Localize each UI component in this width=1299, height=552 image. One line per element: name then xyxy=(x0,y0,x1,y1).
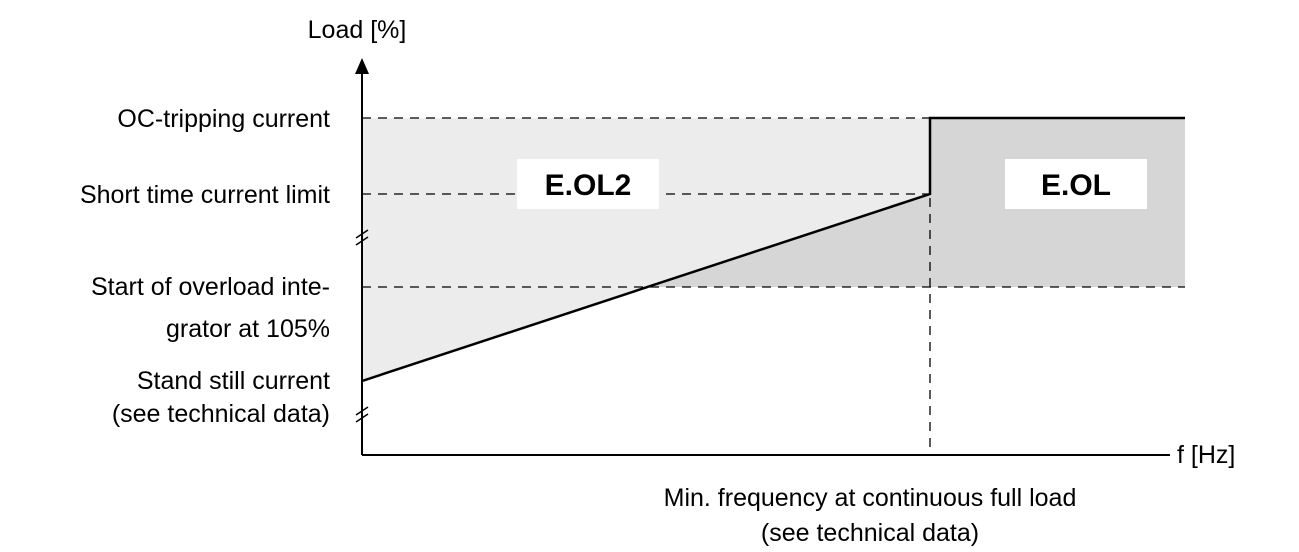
e-ol-label-box xyxy=(1005,159,1147,209)
x-axis-label: f [Hz] xyxy=(1177,441,1235,469)
y-axis-arrow xyxy=(355,58,369,74)
oc-tripping-label: OC-tripping current xyxy=(117,105,330,133)
axis-break-mark-upper-1 xyxy=(355,229,369,239)
axis-break-mark-lower-2 xyxy=(355,413,369,423)
e-ol2-light-region xyxy=(362,118,930,381)
e-ol-label: E.OL xyxy=(1041,169,1111,202)
axis-break-mark-upper-2 xyxy=(355,236,369,246)
min-frequency-label-line1: Min. frequency at continuous full load xyxy=(664,484,1077,512)
standstill-label-line1: Stand still current xyxy=(137,367,330,395)
e-ol2-label: E.OL2 xyxy=(545,169,632,202)
min-frequency-label-line2: (see technical data) xyxy=(761,519,979,547)
standstill-label-line2: (see technical data) xyxy=(112,400,330,428)
short-time-limit-label: Short time current limit xyxy=(80,181,330,209)
axis-break-mark-lower-1 xyxy=(355,406,369,416)
current-limit-curve xyxy=(361,116,1185,383)
e-ol2-label-box xyxy=(517,159,659,209)
overload-start-label-line2: grator at 105% xyxy=(166,315,330,343)
y-axis-label: Load [%] xyxy=(308,16,407,44)
y-axis-break-marks xyxy=(355,229,369,423)
overload-start-label-line1: Start of overload inte- xyxy=(91,273,330,301)
